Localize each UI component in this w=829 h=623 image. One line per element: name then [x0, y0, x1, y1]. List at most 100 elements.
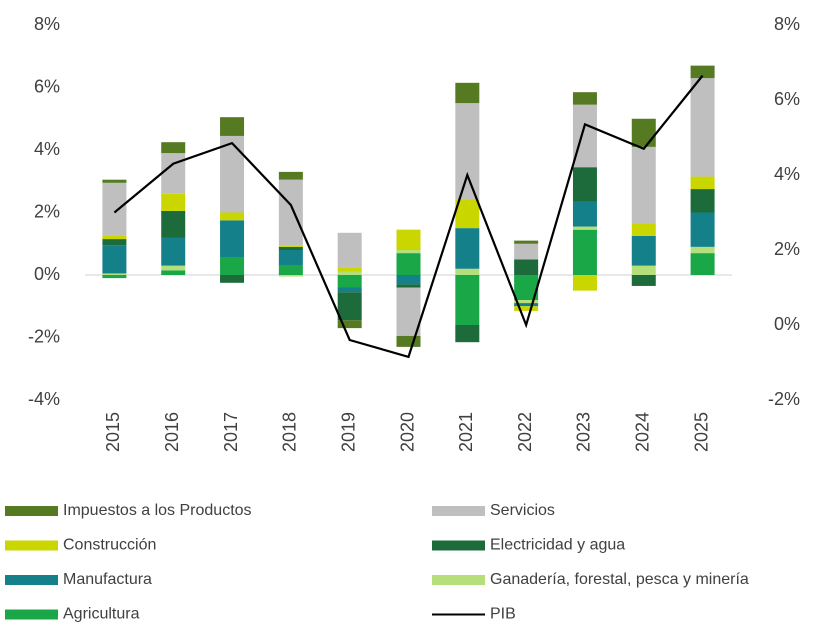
bar-segment	[690, 176, 715, 190]
bar-segment	[220, 220, 245, 258]
legend-swatch	[5, 506, 58, 516]
x-tick-label: 2020	[397, 412, 417, 452]
x-tick-label: 2021	[456, 412, 476, 452]
bar-segment	[396, 335, 421, 347]
bar-segment	[396, 275, 421, 285]
bar-segment	[278, 265, 303, 275]
bar-segment	[514, 243, 539, 260]
bar-segment	[220, 275, 245, 283]
x-tick-label: 2023	[574, 412, 594, 452]
bar-segment	[690, 189, 715, 213]
bar-segment	[220, 212, 245, 221]
bar-segment	[161, 210, 186, 238]
bar-segment	[455, 103, 480, 200]
bar-segment	[220, 257, 245, 275]
x-tick-label: 2022	[515, 412, 535, 452]
y2-tick-label: 0%	[774, 314, 800, 334]
legend-swatch	[432, 506, 485, 516]
bar-segment	[514, 306, 539, 311]
legend-label: Manufactura	[63, 571, 152, 588]
x-tick-label: 2015	[103, 412, 123, 452]
x-tick-label: 2016	[162, 412, 182, 452]
bar-segment	[631, 223, 656, 236]
bar-segment	[631, 118, 656, 147]
bar-segment	[102, 182, 127, 236]
y2-tick-label: 4%	[774, 164, 800, 184]
y-tick-label: 2%	[34, 201, 60, 221]
legend-label: PIB	[490, 606, 516, 623]
bar-segment	[278, 250, 303, 266]
bar-segment	[161, 153, 186, 194]
bar-segment	[220, 135, 245, 213]
bar-segment	[631, 235, 656, 266]
bar-segment	[396, 250, 421, 254]
bar-segment	[514, 240, 539, 244]
bar-segment	[690, 212, 715, 247]
bar-segment	[337, 275, 362, 288]
bar-segment	[396, 287, 421, 336]
bar-segment	[278, 246, 303, 250]
x-tick-label: 2024	[633, 412, 653, 452]
bar-segment	[337, 267, 362, 272]
bar-segment	[455, 200, 480, 229]
bar-segment	[514, 300, 539, 304]
x-tick-label: 2017	[221, 412, 241, 452]
bar-segment	[690, 246, 715, 254]
bar-segment	[455, 325, 480, 343]
bar-segment	[572, 104, 597, 168]
y-tick-label: -2%	[28, 326, 60, 346]
legend-swatch	[432, 540, 485, 551]
bar-segment	[278, 275, 303, 277]
legend-label: Servicios	[490, 502, 555, 519]
bar-segment	[161, 265, 186, 271]
bar-segment	[455, 268, 480, 275]
bar-segment	[337, 232, 362, 268]
bar-segment	[337, 287, 362, 293]
bar-segment	[337, 320, 362, 329]
bar-segment	[337, 292, 362, 321]
bar-segment	[161, 142, 186, 154]
bar-segment	[572, 229, 597, 275]
y2-tick-label: -2%	[768, 389, 800, 409]
y2-tick-label: 2%	[774, 239, 800, 259]
bar-segment	[631, 265, 656, 275]
bar-segment	[102, 245, 127, 274]
legend-swatch	[5, 575, 58, 585]
bar-segment	[161, 270, 186, 275]
bar-segment	[455, 82, 480, 104]
bar-segment	[455, 275, 480, 325]
legend-label: Electricidad y agua	[490, 537, 625, 554]
line-series	[113, 74, 704, 359]
bar-segment	[572, 167, 597, 202]
bar-segment	[396, 284, 421, 288]
bar-segment	[572, 275, 597, 291]
bar-segment	[396, 229, 421, 250]
bar-segment	[337, 271, 362, 275]
y-tick-label: 8%	[34, 14, 60, 34]
bar-segment	[278, 179, 303, 246]
y2-tick-label: 8%	[774, 14, 800, 34]
y-tick-label: -4%	[28, 389, 60, 409]
y-tick-label: 4%	[34, 139, 60, 159]
bar-segment	[161, 237, 186, 266]
y-tick-label: 0%	[34, 264, 60, 284]
y-tick-label: 6%	[34, 76, 60, 96]
legend-swatch	[5, 540, 58, 551]
bar-segment	[572, 92, 597, 105]
bar-segment	[572, 226, 597, 230]
bar-segment	[514, 259, 539, 275]
bar-segment	[102, 239, 127, 246]
bar-segment	[572, 201, 597, 227]
bar-segment	[278, 171, 303, 180]
x-tick-label: 2018	[280, 412, 300, 452]
bar-segment	[631, 146, 656, 224]
bar-segment	[220, 117, 245, 136]
bar-segment	[690, 78, 715, 177]
bar-segment	[514, 303, 539, 307]
legend-label: Construcción	[63, 537, 156, 554]
legend-label: Ganadería, forestal, pesca y minería	[490, 571, 749, 588]
legend-label: Agricultura	[63, 606, 140, 623]
bar-segment	[102, 235, 127, 240]
x-tick-label: 2025	[691, 412, 711, 452]
